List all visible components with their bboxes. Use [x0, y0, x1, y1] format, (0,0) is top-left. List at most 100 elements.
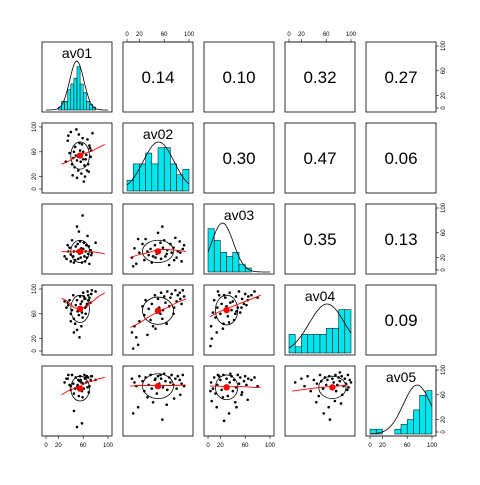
scatter-point: [340, 374, 344, 378]
scatter-point: [136, 405, 140, 409]
scatter-point: [76, 169, 80, 172]
scatter-point: [78, 240, 82, 243]
correlation-ellipse: [215, 374, 239, 401]
panel-frame: [122, 365, 194, 437]
scatter-point: [242, 302, 246, 306]
scatter-point: [209, 344, 212, 348]
scatter-point: [174, 377, 177, 380]
histogram-bar: [145, 152, 153, 192]
scatter-point: [216, 290, 220, 293]
scatter-point: [159, 377, 163, 380]
scatter-point: [78, 336, 81, 339]
scatter-point: [210, 337, 214, 340]
scatter-point: [154, 327, 157, 330]
scatter-point: [65, 377, 68, 380]
scatter-point: [343, 377, 347, 380]
scatter-point: [334, 373, 337, 377]
histogram-bar: [301, 334, 308, 354]
correlation-ellipse: [70, 375, 90, 402]
scatter-point: [178, 291, 181, 295]
correlation-label: 0.30: [222, 149, 255, 168]
scatter-point: [224, 296, 227, 299]
scatter-point: [154, 256, 157, 259]
scatter-point: [216, 306, 219, 309]
scatter-point: [336, 383, 339, 387]
scatter-point: [309, 389, 313, 393]
scatter-point: [75, 128, 78, 131]
scatter-point: [133, 381, 136, 384]
mean-point: [223, 306, 230, 314]
panel-frame: [122, 203, 194, 275]
scatter-point: [219, 312, 222, 316]
scatter-point: [212, 298, 216, 302]
histogram-bar: [220, 252, 227, 273]
scatter-point: [312, 378, 316, 382]
correlation-ellipse: [70, 294, 90, 323]
scatter-point: [334, 389, 338, 393]
panel-frame: [284, 365, 356, 437]
scatter-point: [240, 391, 244, 394]
histogram-bar: [67, 89, 72, 111]
scatter-point: [159, 241, 162, 245]
scatter-point: [131, 264, 135, 268]
histogram-bar: [307, 334, 315, 354]
scatter-point: [243, 374, 247, 378]
axis-tick-label: 20: [298, 32, 305, 38]
correlation-label: 0.35: [303, 230, 336, 249]
scatter-point: [136, 237, 140, 241]
scatter-point: [149, 247, 152, 251]
scatter-point: [81, 291, 85, 295]
scatter-point: [225, 377, 228, 380]
scatter-point: [155, 392, 159, 395]
scatter-point: [175, 256, 178, 259]
scatter-point: [167, 263, 171, 267]
scatter-point: [231, 300, 235, 303]
scatter-point: [81, 150, 85, 154]
scatter-point: [69, 319, 73, 323]
mean-point: [154, 382, 162, 390]
correlation-ellipse: [215, 294, 239, 326]
variable-label: av05: [386, 369, 417, 385]
correlation-label: 0.32: [303, 68, 336, 87]
scatter-point: [315, 382, 319, 385]
mean-point: [76, 385, 84, 392]
scatter-point: [327, 405, 330, 409]
scatter-point: [247, 377, 250, 380]
scatter-point: [237, 290, 241, 293]
axis-tick-label: 60: [32, 148, 38, 155]
correlation-label: 0.10: [222, 68, 255, 87]
scatter-point: [345, 388, 349, 392]
scatter-point: [66, 243, 69, 247]
histogram-bar: [82, 92, 87, 111]
axis-tick-label: 20: [379, 443, 386, 449]
correlation-ellipse: [142, 239, 174, 263]
scatter-point: [245, 383, 248, 387]
scatter-point: [81, 395, 84, 399]
histogram-bar: [157, 147, 165, 192]
scatter-point: [76, 383, 79, 387]
histogram-bar: [400, 424, 408, 435]
scatter-point: [293, 381, 297, 384]
scatter-point: [165, 403, 168, 407]
scatter-point: [169, 381, 172, 384]
scatter-point: [146, 250, 149, 253]
scatter-point: [209, 389, 212, 393]
scatter-point: [71, 293, 75, 297]
scatter-point: [164, 301, 167, 304]
loess-smooth: [61, 250, 105, 255]
scatter-point: [94, 241, 97, 245]
scatter-point: [165, 322, 168, 326]
correlation-label: 0.27: [384, 68, 417, 87]
scatter-point: [303, 384, 306, 388]
scatter-point: [77, 133, 81, 136]
mean-point: [223, 384, 230, 391]
scatter-point: [231, 389, 235, 393]
scatter-point: [80, 172, 83, 175]
panel-frame: [122, 122, 194, 194]
histogram-bar: [79, 83, 84, 111]
scatter-point: [220, 302, 223, 306]
scatter-point: [85, 169, 89, 172]
panel-frame: [284, 284, 356, 356]
scatter-point: [230, 308, 233, 312]
